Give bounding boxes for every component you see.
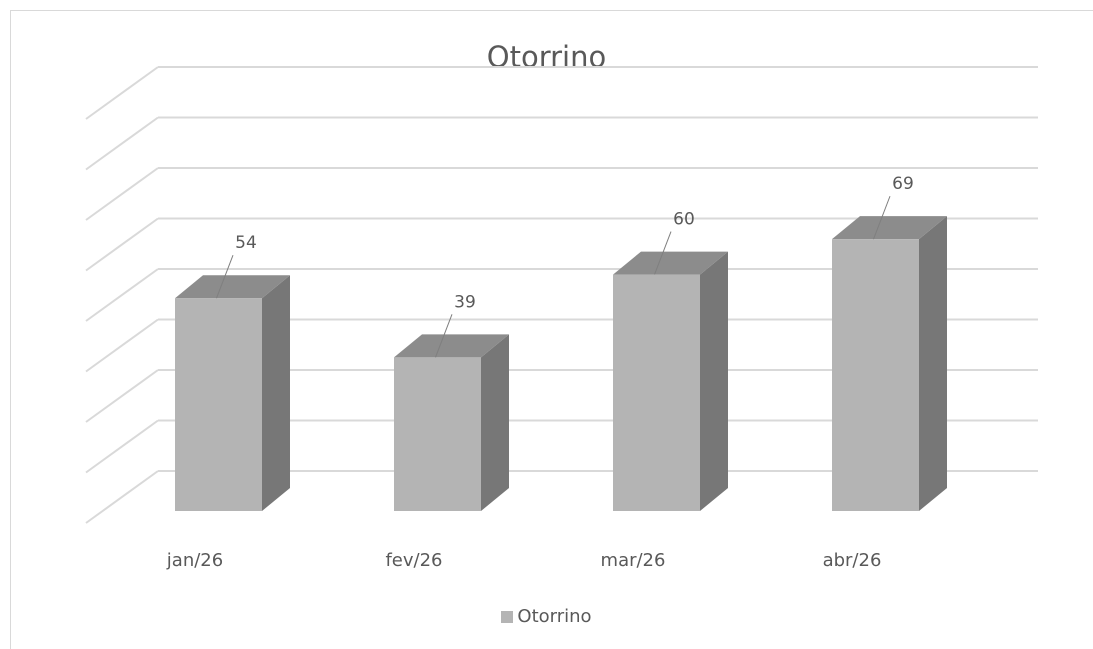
leader-line bbox=[216, 255, 234, 299]
category-label: jan/26 bbox=[166, 550, 223, 571]
bars bbox=[175, 216, 947, 511]
bar-jan-26 bbox=[175, 275, 290, 511]
leader-line bbox=[654, 231, 672, 275]
bar-top bbox=[613, 251, 728, 275]
bar-front bbox=[613, 274, 700, 511]
gridline-side bbox=[85, 318, 159, 373]
gridline-side bbox=[85, 268, 159, 322]
gridline-side bbox=[85, 66, 159, 120]
data-label: 69 bbox=[892, 174, 914, 194]
legend-swatch bbox=[501, 610, 514, 623]
gridline-side bbox=[85, 167, 159, 221]
gridline-side bbox=[85, 369, 159, 423]
bar-front bbox=[175, 298, 262, 511]
data-label: 39 bbox=[454, 292, 476, 312]
bar-top bbox=[832, 216, 947, 240]
bar-side bbox=[700, 251, 728, 511]
category-label: fev/26 bbox=[385, 550, 442, 571]
bar-front bbox=[832, 239, 919, 511]
bar-fev-26 bbox=[394, 334, 509, 511]
data-label: 60 bbox=[673, 210, 695, 230]
data-label: 54 bbox=[235, 233, 257, 253]
category-axis-labels: jan/26 fev/26 mar/26 abr/26 bbox=[166, 550, 882, 571]
bar-top bbox=[394, 334, 509, 358]
bar-top bbox=[175, 275, 290, 299]
gridline-side bbox=[85, 419, 159, 474]
bar-side bbox=[262, 275, 290, 511]
leader-line bbox=[435, 314, 453, 358]
gridline-side bbox=[85, 116, 159, 171]
category-label: abr/26 bbox=[823, 550, 882, 571]
bar-front bbox=[394, 357, 481, 511]
leader-line bbox=[873, 195, 891, 240]
category-label: mar/26 bbox=[601, 550, 666, 571]
gridline-side bbox=[85, 470, 159, 524]
legend-label: Otorrino bbox=[517, 606, 592, 627]
bar-abr-26 bbox=[832, 216, 947, 511]
bar-side bbox=[919, 216, 947, 511]
data-labels: 54 39 60 69 bbox=[216, 174, 914, 358]
gridline-side bbox=[85, 217, 159, 272]
legend: Otorrino bbox=[0, 606, 1093, 627]
bar-side bbox=[481, 334, 509, 511]
bar-mar-26 bbox=[613, 251, 728, 511]
chart-title: Otorrino bbox=[486, 40, 607, 74]
